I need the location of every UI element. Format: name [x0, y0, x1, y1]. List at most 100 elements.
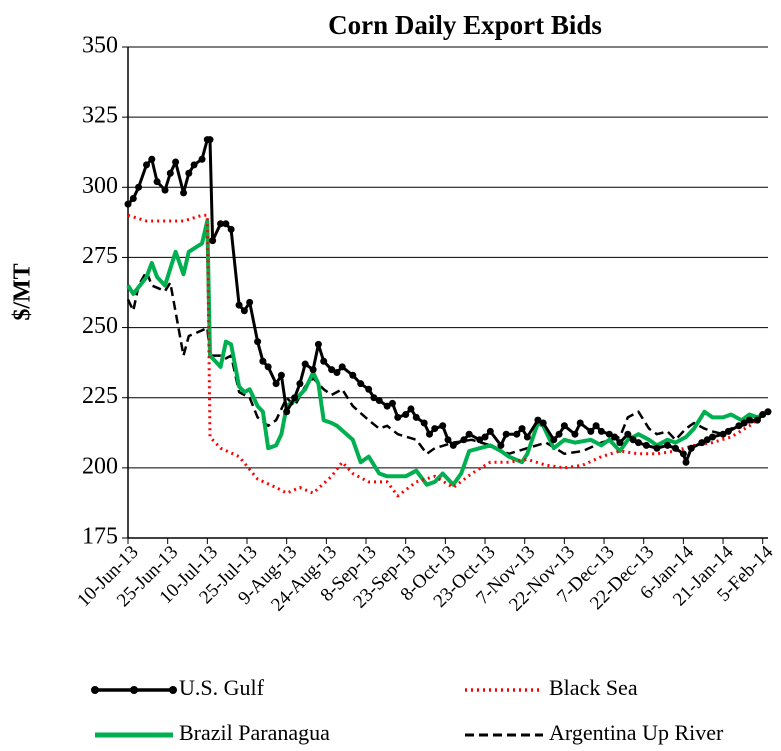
series-marker	[135, 183, 143, 191]
series-marker	[523, 433, 531, 441]
legend-label: Argentina Up River	[549, 720, 724, 745]
series-marker	[277, 371, 285, 379]
series-marker	[444, 436, 452, 444]
series-marker	[291, 394, 299, 402]
series-line	[126, 270, 769, 456]
series-marker	[724, 427, 732, 435]
series-marker	[180, 189, 188, 197]
series-marker	[153, 178, 161, 186]
series-marker	[222, 220, 230, 228]
series-marker	[735, 422, 743, 430]
series-marker	[407, 405, 415, 413]
chart-title: Corn Daily Export Bids	[328, 10, 602, 40]
series-marker	[597, 427, 605, 435]
series-marker	[338, 363, 346, 371]
series-marker	[254, 338, 262, 346]
series-marker	[550, 436, 558, 444]
series-marker	[161, 186, 169, 194]
y-tick-label: 250	[82, 313, 118, 339]
series-marker	[357, 380, 365, 388]
y-tick-label: 275	[82, 243, 118, 269]
series-line	[126, 138, 769, 464]
series-marker	[328, 366, 336, 374]
series-marker	[687, 444, 695, 452]
series-marker	[425, 430, 433, 438]
series-marker	[745, 416, 753, 424]
series-marker	[402, 411, 410, 419]
legend-marker	[130, 686, 138, 694]
series-marker	[190, 161, 198, 169]
series-marker	[587, 427, 595, 435]
legend-marker	[91, 686, 99, 694]
series-marker	[217, 220, 225, 228]
series-marker	[481, 433, 489, 441]
series-marker	[449, 441, 457, 449]
series-marker	[227, 225, 235, 233]
y-tick-label: 325	[82, 103, 118, 129]
legend-label: U.S. Gulf	[179, 675, 265, 700]
series-marker	[642, 441, 650, 449]
series-marker	[129, 195, 137, 203]
series-marker	[375, 397, 383, 405]
series-marker	[209, 237, 217, 245]
legend-marker	[169, 686, 177, 694]
series-marker	[679, 450, 687, 458]
legend-label: Brazil Paranagua	[179, 720, 330, 745]
series-marker	[513, 430, 521, 438]
series-marker	[740, 419, 748, 427]
series-line	[126, 219, 769, 487]
series-marker	[560, 422, 568, 430]
y-tick-label: 350	[82, 33, 118, 59]
series-marker	[439, 422, 447, 430]
series-marker	[476, 436, 484, 444]
series-marker	[143, 161, 151, 169]
y-tick-label: 225	[82, 383, 118, 409]
series-marker	[634, 439, 642, 447]
series-marker	[671, 444, 679, 452]
series-marker	[185, 169, 193, 177]
series-marker	[653, 444, 661, 452]
y-axis-label: $/MT	[10, 263, 36, 320]
series-marker	[431, 425, 439, 433]
series-marker	[759, 411, 767, 419]
series-marker	[616, 439, 624, 447]
series-marker	[198, 155, 206, 163]
legend-label: Black Sea	[549, 675, 638, 700]
series-marker	[320, 357, 328, 365]
y-tick-label: 300	[82, 173, 118, 199]
series-marker	[611, 433, 619, 441]
series-marker	[301, 360, 309, 368]
series-marker	[576, 419, 584, 427]
y-tick-label: 175	[82, 524, 118, 550]
series-marker	[592, 422, 600, 430]
series-marker	[370, 394, 378, 402]
series-marker	[314, 340, 322, 348]
series-marker	[206, 136, 214, 144]
series-marker	[753, 416, 761, 424]
series-marker	[555, 430, 563, 438]
series-marker	[534, 416, 542, 424]
series-marker	[465, 430, 473, 438]
series-marker	[698, 439, 706, 447]
series-line	[127, 213, 769, 498]
series-marker	[497, 441, 505, 449]
series-marker	[272, 380, 280, 388]
series-marker	[460, 436, 468, 444]
series-marker	[682, 458, 690, 466]
series-marker	[486, 427, 494, 435]
series-marker	[235, 301, 243, 309]
series-marker	[420, 419, 428, 427]
series-marker	[124, 200, 132, 208]
series-marker	[629, 436, 637, 444]
series-marker	[502, 430, 510, 438]
series-marker	[394, 413, 402, 421]
series-marker	[708, 433, 716, 441]
series-marker	[624, 430, 632, 438]
series-marker	[664, 441, 672, 449]
series-marker	[296, 380, 304, 388]
series-marker	[240, 307, 248, 315]
series-marker	[365, 385, 373, 393]
series-marker	[349, 371, 357, 379]
series-marker	[283, 408, 291, 416]
